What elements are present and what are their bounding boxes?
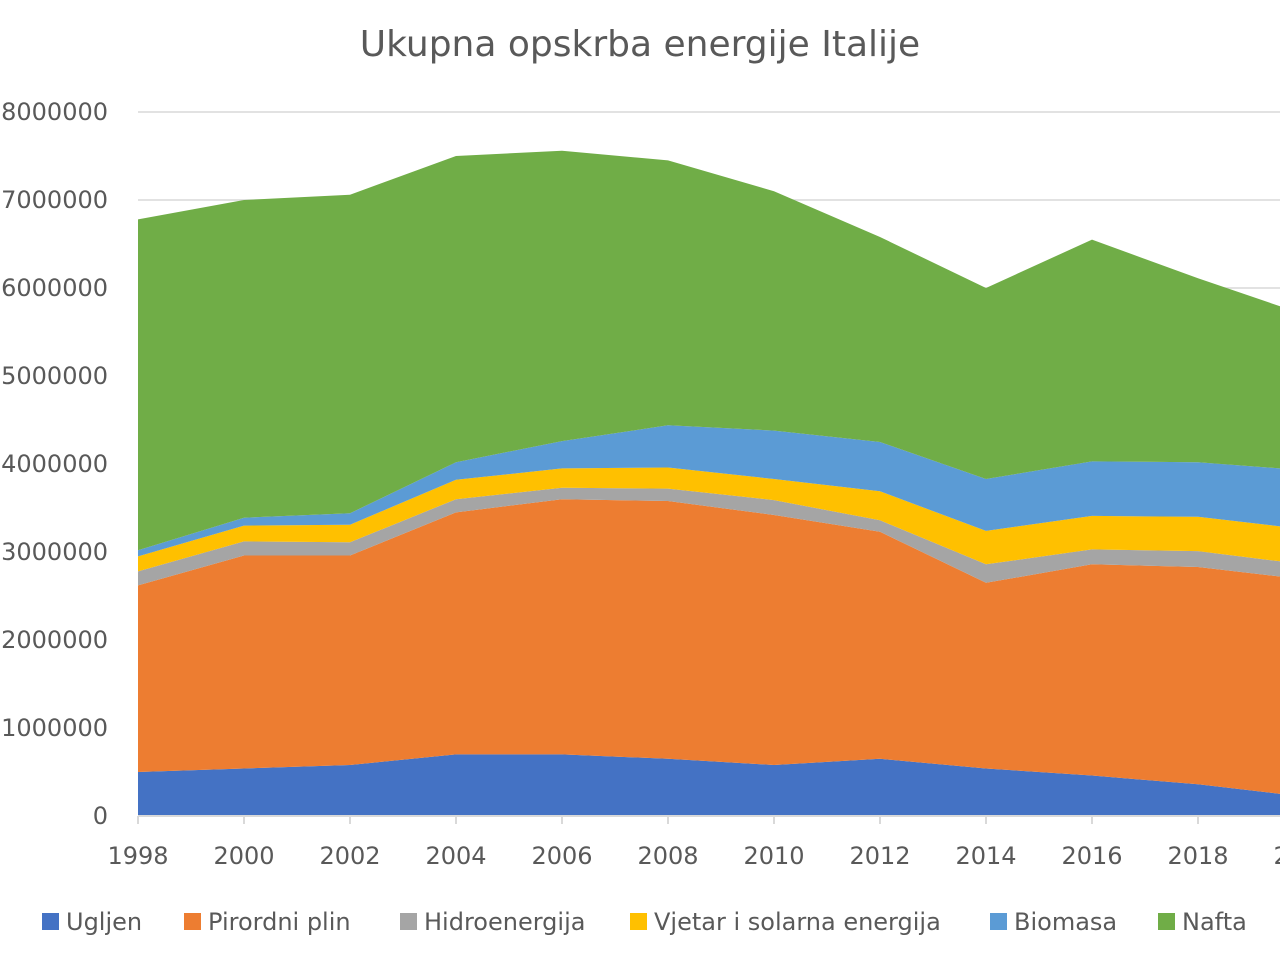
y-tick-label: 0	[93, 802, 108, 830]
x-tick-label: 1998	[107, 842, 168, 870]
x-tick-label: 2020	[1273, 842, 1280, 870]
stacked-areas	[138, 150, 1280, 816]
x-tick-label: 2000	[213, 842, 274, 870]
area-vjetar-i-solarna-energija	[138, 467, 1280, 572]
y-tick-label: 1000000	[1, 714, 108, 742]
y-tick-label: 4000000	[1, 450, 108, 478]
legend-label: Vjetar i solarna energija	[654, 908, 941, 936]
legend-swatch	[42, 913, 59, 930]
y-tick-label: 7000000	[1, 186, 108, 214]
x-tick-label: 2002	[319, 842, 380, 870]
x-tick-label: 2018	[1167, 842, 1228, 870]
legend-label: Nafta	[1182, 908, 1247, 936]
legend-swatch	[990, 913, 1007, 930]
area-biomasa	[138, 425, 1280, 557]
x-tick-label: 2010	[743, 842, 804, 870]
axes: 0 1000000 2000000 3000000 4000000 5000000 6000…	[1, 98, 1280, 870]
y-tick-label: 3000000	[1, 538, 108, 566]
x-tick-label: 2012	[849, 842, 910, 870]
x-tick-label: 2008	[637, 842, 698, 870]
legend-label: Hidroenergija	[424, 908, 585, 936]
legend-swatch	[400, 913, 417, 930]
x-tick-label: 2006	[531, 842, 592, 870]
y-tick-label: 8000000	[1, 98, 108, 126]
area-ugljen	[138, 754, 1280, 816]
y-tick-label: 6000000	[1, 274, 108, 302]
legend-label: Pirordni plin	[208, 908, 351, 936]
y-tick-label: 5000000	[1, 362, 108, 390]
x-tick-label: 2004	[425, 842, 486, 870]
legend-label: Biomasa	[1014, 908, 1117, 936]
legend-label: Ugljen	[66, 908, 142, 936]
chart-title: Ukupna opskrba energije Italije	[360, 24, 920, 65]
area-hidroenergija	[138, 487, 1280, 586]
area-nafta	[138, 150, 1280, 551]
legend-swatch	[184, 913, 201, 930]
legend-swatch	[630, 913, 647, 930]
x-tick-label: 2014	[955, 842, 1016, 870]
area-pirordni-plin	[138, 499, 1280, 794]
x-tick-label: 2016	[1061, 842, 1122, 870]
legend: Ugljen Pirordni plin Hidroenergija Vjetar i…	[42, 908, 1247, 936]
y-tick-label: 2000000	[1, 626, 108, 654]
legend-swatch	[1158, 913, 1175, 930]
